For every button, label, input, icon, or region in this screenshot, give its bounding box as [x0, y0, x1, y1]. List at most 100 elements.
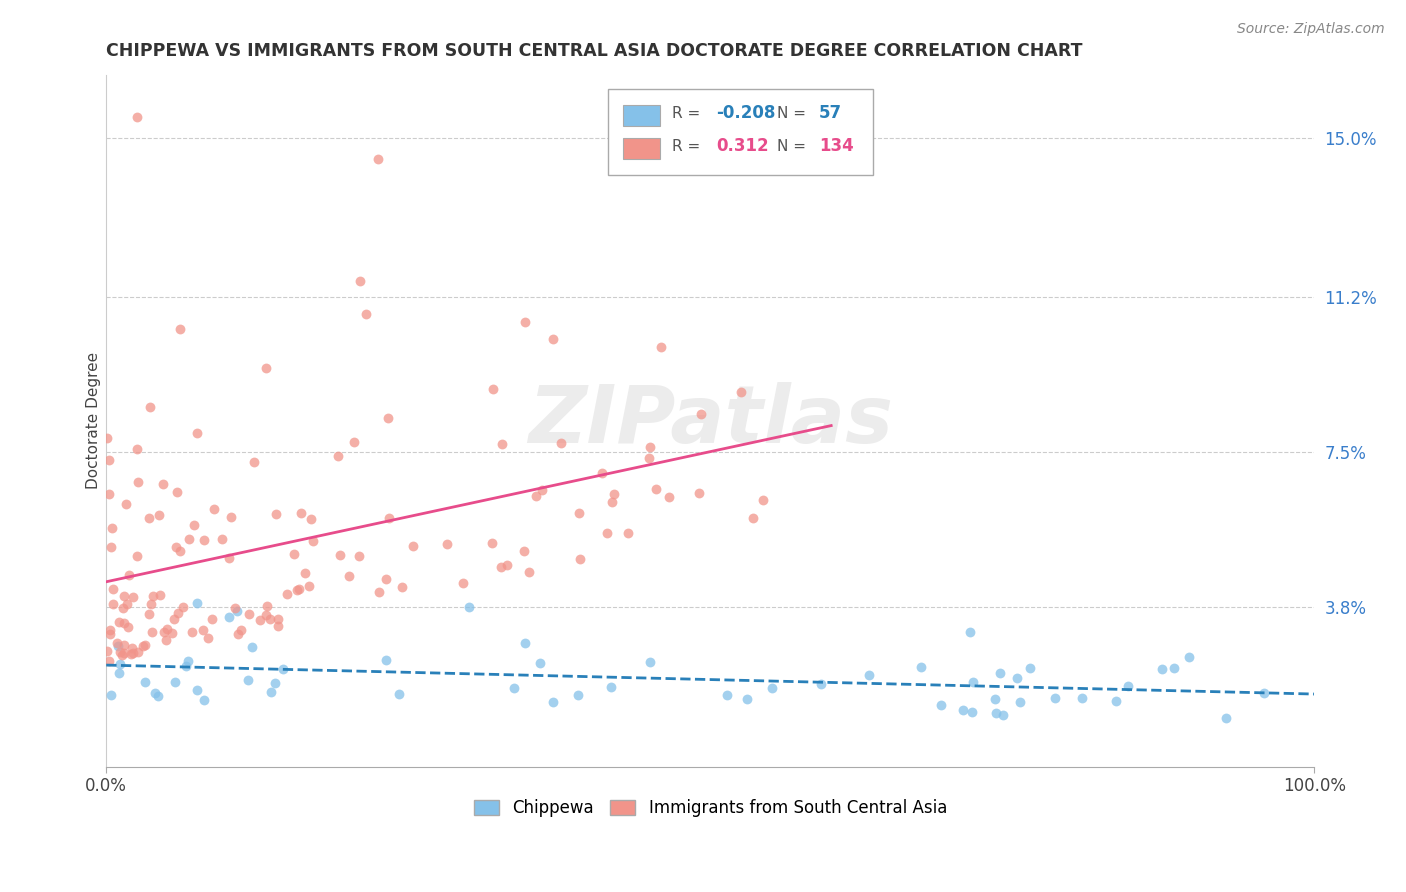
- Point: [138, 401, 160, 415]
- Point: [529, 657, 551, 671]
- Point: [1215, 711, 1237, 725]
- Bar: [623, 105, 659, 126]
- Point: [186, 425, 208, 440]
- Point: [568, 506, 591, 520]
- Point: [97, 452, 120, 467]
- Point: [186, 596, 208, 610]
- Point: [931, 698, 953, 712]
- Point: [108, 657, 131, 671]
- Point: [155, 632, 177, 647]
- Point: [177, 532, 200, 546]
- Point: [690, 407, 713, 421]
- Point: [457, 600, 479, 615]
- Point: [260, 684, 283, 698]
- Point: [716, 688, 738, 702]
- Point: [100, 541, 122, 555]
- Point: [650, 340, 672, 354]
- Point: [1010, 695, 1032, 709]
- Point: [568, 552, 591, 566]
- Point: [211, 532, 233, 546]
- Point: [112, 616, 135, 631]
- Point: [112, 601, 135, 615]
- Point: [266, 507, 288, 521]
- Point: [117, 620, 139, 634]
- Point: [1163, 660, 1185, 674]
- Point: [242, 455, 264, 469]
- Point: [481, 536, 503, 550]
- Point: [127, 549, 149, 563]
- Point: [229, 623, 252, 637]
- Point: [218, 609, 240, 624]
- Point: [226, 603, 249, 617]
- Point: [375, 572, 398, 586]
- Point: [153, 624, 176, 639]
- Point: [125, 110, 148, 124]
- Point: [453, 576, 475, 591]
- Point: [156, 622, 179, 636]
- Point: [226, 626, 249, 640]
- Point: [301, 533, 323, 548]
- Point: [127, 475, 149, 489]
- Point: [202, 501, 225, 516]
- Point: [276, 587, 298, 601]
- Point: [172, 599, 194, 614]
- Text: 0.312: 0.312: [717, 137, 769, 155]
- Point: [165, 541, 187, 555]
- Point: [347, 549, 370, 563]
- Point: [752, 493, 775, 508]
- Point: [114, 498, 136, 512]
- Point: [984, 691, 1007, 706]
- Point: [742, 511, 765, 525]
- Bar: [623, 138, 659, 159]
- Point: [735, 692, 758, 706]
- Point: [127, 644, 149, 658]
- Point: [1071, 690, 1094, 705]
- Point: [191, 623, 214, 637]
- Point: [256, 599, 278, 613]
- Point: [531, 483, 554, 498]
- Point: [952, 703, 974, 717]
- Text: 57: 57: [820, 104, 842, 122]
- Point: [134, 638, 156, 652]
- Point: [101, 597, 124, 611]
- FancyBboxPatch shape: [607, 89, 873, 176]
- Point: [496, 558, 519, 572]
- Point: [541, 695, 564, 709]
- Point: [730, 385, 752, 400]
- Point: [149, 588, 172, 602]
- Point: [254, 361, 277, 376]
- Point: [326, 449, 349, 463]
- Point: [193, 692, 215, 706]
- Point: [165, 675, 187, 690]
- Point: [290, 506, 312, 520]
- Point: [1177, 650, 1199, 665]
- Point: [219, 510, 242, 524]
- Point: [299, 512, 322, 526]
- Point: [960, 706, 983, 720]
- Point: [858, 667, 880, 681]
- Point: [166, 485, 188, 500]
- Point: [517, 565, 540, 579]
- Point: [259, 612, 281, 626]
- Point: [489, 560, 512, 574]
- Point: [1150, 662, 1173, 676]
- Point: [688, 486, 710, 500]
- Point: [197, 631, 219, 645]
- Point: [98, 627, 121, 641]
- Point: [240, 640, 263, 654]
- Point: [638, 655, 661, 669]
- Point: [658, 490, 681, 504]
- Point: [162, 626, 184, 640]
- Point: [138, 607, 160, 622]
- Point: [550, 435, 572, 450]
- Point: [402, 539, 425, 553]
- Point: [1116, 679, 1139, 693]
- Text: -0.208: -0.208: [717, 104, 776, 122]
- Point: [513, 636, 536, 650]
- Point: [132, 640, 155, 654]
- Text: R =: R =: [672, 106, 700, 120]
- Y-axis label: Doctorate Degree: Doctorate Degree: [86, 352, 101, 490]
- Point: [97, 654, 120, 668]
- Point: [254, 608, 277, 623]
- Point: [567, 689, 589, 703]
